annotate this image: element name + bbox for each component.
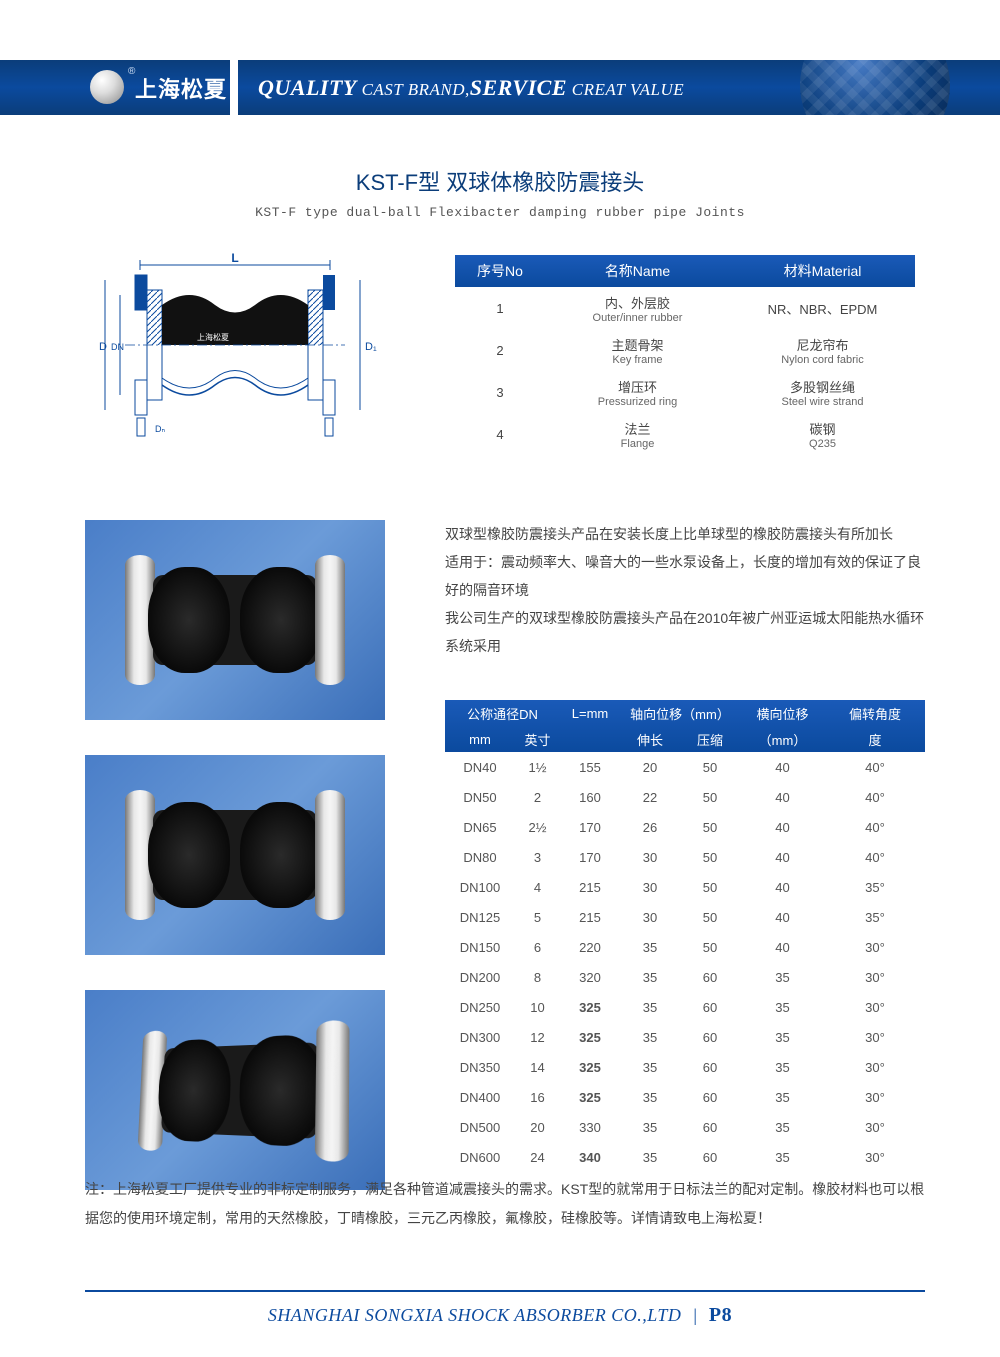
- registered-mark: ®: [128, 66, 135, 77]
- spec-row: DN4001632535603530°: [445, 1082, 925, 1112]
- logo-box: ® 上海松夏: [0, 60, 230, 115]
- col-material: 材料Material: [730, 261, 915, 281]
- spec-header: 公称通径DN L=mm 轴向位移（mm） 横向位移 偏转角度 mm 英寸 伸长 …: [445, 700, 925, 752]
- spec-row: DN652½17026504040°: [445, 812, 925, 842]
- svg-text:DN: DN: [111, 342, 124, 352]
- materials-row: 3增压环Pressurized ring多股钢丝绳Steel wire stra…: [455, 371, 915, 413]
- spec-row: DN401½15520504040°: [445, 752, 925, 782]
- globe-icon: [800, 60, 950, 115]
- description: 双球型橡胶防震接头产品在安装长度上比单球型的橡胶防震接头有所加长 适用于：震动频…: [445, 520, 925, 660]
- header-band: ® 上海松夏 QUALITY CAST BRAND,SERVICE CREAT …: [0, 60, 1000, 115]
- logo-text: 上海松夏: [135, 72, 227, 104]
- footer-company: SHANGHAI SONGXIA SHOCK ABSORBER CO.,LTD: [268, 1305, 681, 1325]
- desc-p2: 适用于：震动频率大、噪音大的一些水泵设备上，长度的增加有效的保证了良好的隔音环境: [445, 548, 925, 604]
- svg-text:Dₙ: Dₙ: [155, 424, 165, 434]
- desc-p1: 双球型橡胶防震接头产品在安装长度上比单球型的橡胶防震接头有所加长: [445, 520, 925, 548]
- spec-row: DN3001232535603530°: [445, 1022, 925, 1052]
- title-en: KST-F type dual-ball Flexibacter damping…: [0, 205, 1000, 220]
- product-photos: [85, 520, 385, 1225]
- spec-row: DN125521530504035°: [445, 902, 925, 932]
- spec-row: DN2501032535603530°: [445, 992, 925, 1022]
- spec-row: DN50216022504040°: [445, 782, 925, 812]
- spec-row: DN5002033035603530°: [445, 1112, 925, 1142]
- desc-p3: 我公司生产的双球型橡胶防震接头产品在2010年被广州亚运城太阳能热水循环系统采用: [445, 604, 925, 660]
- spec-row: DN6002434035603530°: [445, 1142, 925, 1172]
- spec-row: DN200832035603530°: [445, 962, 925, 992]
- product-photo-2: [85, 755, 385, 955]
- slogan: QUALITY CAST BRAND,SERVICE CREAT VALUE: [258, 75, 684, 101]
- product-photo-3: [85, 990, 385, 1190]
- materials-table: 序号No 名称Name 材料Material 1内、外层胶Outer/inner…: [455, 255, 915, 455]
- svg-text:D: D: [99, 341, 107, 353]
- spec-table: 公称通径DN L=mm 轴向位移（mm） 横向位移 偏转角度 mm 英寸 伸长 …: [445, 700, 925, 1172]
- svg-text:D₁: D₁: [365, 341, 377, 353]
- footer: SHANGHAI SONGXIA SHOCK ABSORBER CO.,LTD …: [0, 1304, 1000, 1327]
- header-right: QUALITY CAST BRAND,SERVICE CREAT VALUE: [238, 60, 1000, 115]
- materials-header: 序号No 名称Name 材料Material: [455, 255, 915, 287]
- col-no: 序号No: [455, 261, 545, 281]
- spec-row: DN80317030504040°: [445, 842, 925, 872]
- spec-row: DN100421530504035°: [445, 872, 925, 902]
- materials-row: 1内、外层胶Outer/inner rubberNR、NBR、EPDM: [455, 287, 915, 329]
- title-cn: KST-F型 双球体橡胶防震接头: [0, 165, 1000, 197]
- col-name: 名称Name: [545, 261, 730, 281]
- note: 注：上海松夏工厂提供专业的非标定制服务，满足各种管道减震接头的需求。KST型的就…: [85, 1175, 925, 1234]
- product-photo-1: [85, 520, 385, 720]
- title-block: KST-F型 双球体橡胶防震接头 KST-F type dual-ball Fl…: [0, 165, 1000, 220]
- svg-text:L: L: [231, 251, 238, 265]
- spec-row: DN3501432535603530°: [445, 1052, 925, 1082]
- footer-line: [85, 1290, 925, 1292]
- spec-row: DN150622035504030°: [445, 932, 925, 962]
- technical-diagram: L D DN D₁ 上海松夏 Dₙ: [85, 250, 385, 450]
- footer-page: P8: [709, 1304, 732, 1326]
- materials-row: 2主题骨架Key frame尼龙帘布Nylon cord fabric: [455, 329, 915, 371]
- materials-row: 4法兰Flange碳钢Q235: [455, 413, 915, 455]
- svg-text:上海松夏: 上海松夏: [197, 332, 229, 342]
- logo-icon: [90, 70, 124, 104]
